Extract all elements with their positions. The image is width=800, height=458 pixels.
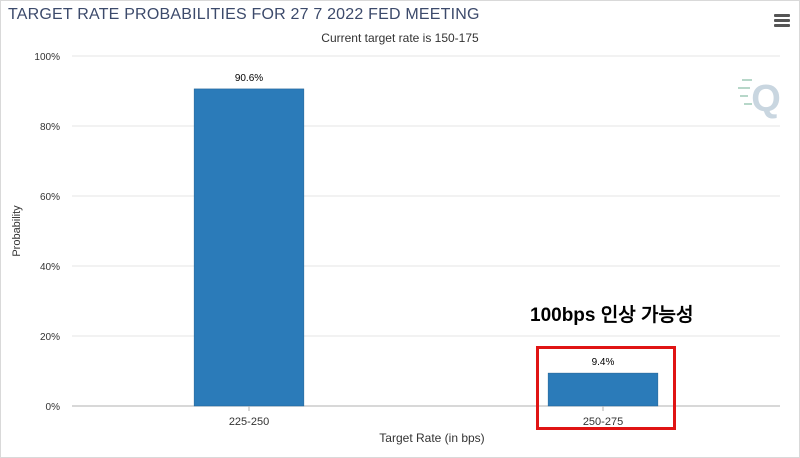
bar-value-label: 90.6%: [235, 73, 263, 84]
highlight-box: [536, 346, 676, 430]
x-axis-label: Target Rate (in bps): [379, 431, 484, 445]
y-tick-label: 0%: [46, 402, 61, 413]
bar[interactable]: [547, 372, 659, 407]
bar[interactable]: [193, 88, 305, 407]
y-tick-label: 20%: [40, 332, 60, 343]
annotation-label: 100bps 인상 가능성: [530, 305, 694, 326]
svg-text:Q: Q: [751, 78, 781, 120]
y-tick-label: 40%: [40, 262, 60, 273]
x-tick-label: 225-250: [229, 416, 269, 428]
x-tick-label: 250-275: [583, 416, 623, 428]
q-logo-icon: Q: [738, 78, 781, 120]
y-tick-label: 60%: [40, 192, 60, 203]
bar-value-label: 9.4%: [592, 357, 615, 368]
y-tick-label: 80%: [40, 122, 60, 133]
chart-title: TARGET RATE PROBABILITIES FOR 27 7 2022 …: [8, 6, 480, 23]
chart-subtitle: Current target rate is 150-175: [321, 31, 479, 45]
y-axis-label: Probability: [11, 205, 23, 257]
hamburger-menu-icon[interactable]: [774, 14, 790, 27]
y-tick-label: 100%: [34, 52, 60, 63]
